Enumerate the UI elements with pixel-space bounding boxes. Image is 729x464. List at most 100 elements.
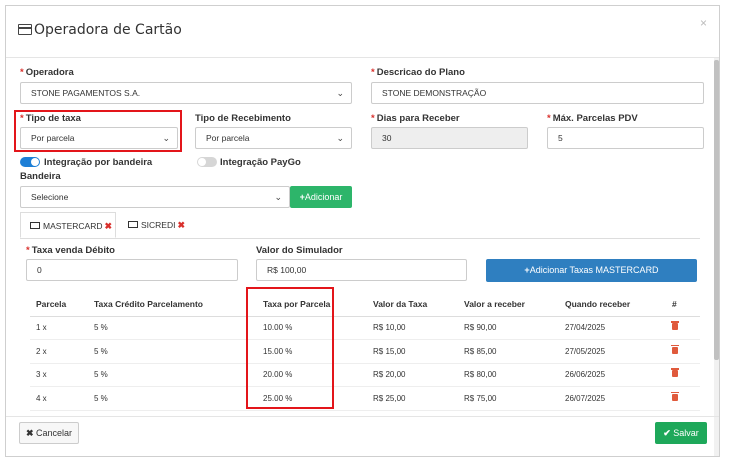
operadora-select[interactable]: STONE PAGAMENTOS S.A. ⌄ [20, 82, 352, 104]
dias-receber-input: 30 [371, 127, 528, 149]
table-cell: 27/04/2025 [559, 316, 666, 340]
table-cell: 10.00 % [257, 316, 367, 340]
add-taxas-button[interactable]: +Adicionar Taxas MASTERCARD [486, 259, 697, 282]
tipo-recebimento-value: Por parcela [206, 133, 250, 143]
integracao-paygo-label: Integração PayGo [220, 157, 301, 168]
credit-card-icon [30, 222, 40, 230]
table-cell: 3 x [30, 363, 88, 387]
tipo-taxa-label: * Tipo de taxa [20, 113, 81, 124]
taxa-debito-input[interactable]: 0 [26, 259, 238, 281]
table-cell: 5 % [88, 316, 257, 340]
scrollbar-thumb[interactable] [714, 60, 719, 360]
col-actions: # [666, 292, 700, 317]
modal-header: Operadora de Cartão × [6, 6, 719, 58]
valor-simulador-label: Valor do Simulador [256, 245, 343, 256]
save-button[interactable]: ✔ Salvar [655, 422, 707, 444]
table-cell: 26/07/2025 [559, 386, 666, 411]
operadora-label: * Operadora [20, 67, 74, 78]
tipo-recebimento-label: Tipo de Recebimento [195, 113, 291, 124]
bandeira-value: Selecione [31, 192, 69, 202]
descricao-plano-input[interactable]: STONE DEMONSTRAÇÃO [371, 82, 704, 104]
col-quando-receber: Quando receber [559, 292, 666, 317]
taxa-parcela-highlight [246, 287, 334, 409]
cancel-button[interactable]: ✖ Cancelar [19, 422, 79, 444]
table-cell: R$ 85,00 [458, 339, 559, 364]
plus-icon: + [524, 265, 530, 275]
table-header-row: Parcela Taxa Crédito Parcelamento Taxa p… [30, 292, 700, 317]
tipo-taxa-highlight [14, 110, 182, 152]
tipo-taxa-select[interactable]: Por parcela ⌄ [20, 127, 178, 149]
chevron-down-icon: ⌄ [336, 88, 344, 98]
operadora-cartao-modal: Operadora de Cartão × * Operadora STONE P… [5, 5, 720, 457]
trash-icon[interactable] [671, 368, 679, 378]
tipo-taxa-value: Por parcela [31, 133, 75, 143]
trash-icon[interactable] [671, 391, 679, 401]
table-cell: R$ 10,00 [367, 316, 458, 340]
table-cell: 2 x [30, 339, 88, 364]
table-cell: 5 % [88, 339, 257, 364]
table-cell: R$ 75,00 [458, 386, 559, 411]
remove-tab-icon[interactable]: ✖ [177, 220, 186, 230]
remove-tab-icon[interactable]: ✖ [104, 221, 113, 231]
credit-card-icon [18, 24, 32, 35]
max-parcelas-label: * Máx. Parcelas PDV [547, 113, 638, 124]
chevron-down-icon: ⌄ [274, 192, 282, 202]
taxa-debito-label: * Taxa venda Débito [26, 245, 115, 256]
tab-mastercard[interactable]: MASTERCARD ✖ [20, 212, 116, 238]
chevron-down-icon: ⌄ [162, 133, 170, 143]
operadora-value: STONE PAGAMENTOS S.A. [31, 88, 141, 98]
modal-scrollbar[interactable] [714, 58, 719, 456]
table-cell: 15.00 % [257, 339, 367, 364]
table-cell: R$ 15,00 [367, 339, 458, 364]
max-parcelas-input[interactable]: 5 [547, 127, 704, 149]
table-cell: 5 % [88, 386, 257, 411]
modal-title: Operadora de Cartão [34, 22, 182, 38]
table-cell: R$ 80,00 [458, 363, 559, 387]
tipo-recebimento-select[interactable]: Por parcela ⌄ [195, 127, 352, 149]
tab-sicredi[interactable]: SICREDI ✖ [121, 212, 191, 238]
table-cell: 4 x [30, 386, 88, 411]
table-cell: R$ 20,00 [367, 363, 458, 387]
trash-icon[interactable] [671, 344, 679, 354]
chevron-down-icon: ⌄ [336, 133, 344, 143]
parcelas-table: Parcela Taxa Crédito Parcelamento Taxa p… [30, 292, 700, 411]
col-taxa-credito: Taxa Crédito Parcelamento [88, 292, 257, 317]
close-icon[interactable]: × [699, 16, 707, 30]
integracao-paygo-toggle[interactable] [197, 157, 217, 167]
valor-simulador-input[interactable]: R$ 100,00 [256, 259, 467, 281]
table-cell: 20.00 % [257, 363, 367, 387]
table-cell: R$ 90,00 [458, 316, 559, 340]
delete-row-button[interactable] [666, 339, 700, 364]
col-taxa-parcela: Taxa por Parcela [257, 292, 367, 317]
col-valor-receber: Valor a receber [458, 292, 559, 317]
tabs-divider [20, 238, 700, 239]
table-cell: R$ 25,00 [367, 386, 458, 411]
table-cell: 5 % [88, 363, 257, 387]
table-cell: 1 x [30, 316, 88, 340]
bandeira-select[interactable]: Selecione ⌄ [20, 186, 290, 208]
table-row: 2 x 5 % 15.00 % R$ 15,00 R$ 85,00 27/05/… [30, 339, 700, 364]
delete-row-button[interactable] [666, 386, 700, 411]
footer-divider [6, 416, 719, 417]
table-row: 4 x 5 % 25.00 % R$ 25,00 R$ 75,00 26/07/… [30, 386, 700, 411]
add-bandeira-button[interactable]: +Adicionar [290, 186, 352, 208]
check-icon: ✔ [663, 428, 671, 438]
close-icon: ✖ [25, 428, 34, 438]
col-valor-taxa: Valor da Taxa [367, 292, 458, 317]
table-cell: 25.00 % [257, 386, 367, 411]
integracao-bandeira-toggle[interactable] [20, 157, 40, 167]
delete-row-button[interactable] [666, 363, 700, 387]
descricao-plano-label: * Descricao do Plano [371, 67, 465, 78]
table-cell: 26/06/2025 [559, 363, 666, 387]
table-row: 1 x 5 % 10.00 % R$ 10,00 R$ 90,00 27/04/… [30, 316, 700, 340]
trash-icon[interactable] [671, 321, 679, 331]
table-cell: 27/05/2025 [559, 339, 666, 364]
delete-row-button[interactable] [666, 316, 700, 340]
dias-receber-label: * Dias para Receber [371, 113, 460, 124]
table-row: 3 x 5 % 20.00 % R$ 20,00 R$ 80,00 26/06/… [30, 363, 700, 387]
integracao-bandeira-label: Integração por bandeira [44, 157, 153, 168]
plus-icon: + [299, 192, 305, 202]
credit-card-icon [128, 221, 138, 229]
col-parcela: Parcela [30, 292, 88, 317]
bandeira-label: Bandeira [20, 171, 61, 182]
